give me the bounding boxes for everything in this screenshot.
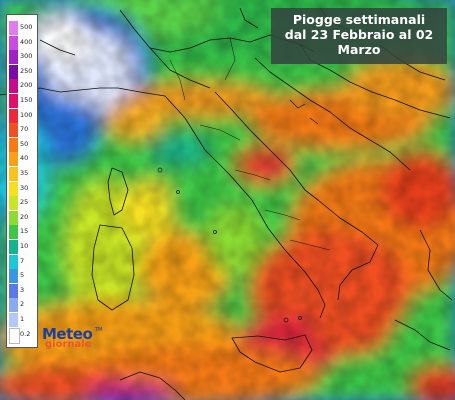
legend-label: 35 bbox=[20, 169, 29, 177]
legend-swatch bbox=[9, 64, 18, 79]
legend-label: 100 bbox=[20, 110, 33, 119]
rainfall-legend: 500 400 300 250 200 150 100 70 50 40 35 30 25 20 15 10 7… bbox=[6, 14, 38, 348]
legend-swatch bbox=[9, 327, 20, 344]
legend-label: 200 bbox=[20, 81, 33, 90]
legend-swatch bbox=[9, 79, 18, 94]
legend-swatch bbox=[9, 240, 18, 254]
legend-swatch bbox=[9, 269, 18, 284]
legend-label: 1 bbox=[20, 315, 25, 323]
legend-label: 0.2 bbox=[20, 329, 31, 338]
legend-label: 400 bbox=[20, 37, 33, 46]
logo-trademark: TM bbox=[95, 327, 103, 333]
legend-label: 7 bbox=[20, 256, 25, 265]
legend-swatch bbox=[9, 50, 18, 65]
legend-swatch bbox=[9, 137, 18, 152]
legend-swatch bbox=[9, 35, 18, 50]
legend-swatch bbox=[9, 167, 18, 181]
legend-label: 5 bbox=[20, 271, 25, 280]
title-line-1: Piogge settimanali bbox=[292, 12, 426, 27]
title-box: Piogge settimanali dal 23 Febbraio al 02… bbox=[271, 8, 447, 64]
legend-swatch bbox=[9, 254, 18, 269]
legend-label: 70 bbox=[20, 125, 29, 134]
legend-label: 300 bbox=[20, 52, 33, 61]
legend-label: 15 bbox=[20, 227, 29, 236]
legend-swatch bbox=[9, 225, 18, 240]
legend-label: 20 bbox=[20, 212, 29, 221]
legend-label: 10 bbox=[20, 242, 29, 250]
legend-label: 30 bbox=[20, 183, 29, 192]
legend-swatch bbox=[9, 196, 18, 211]
legend-swatch bbox=[9, 313, 18, 327]
islands-layer bbox=[157, 99, 319, 323]
meteogiornale-logo: Meteo TM giornale bbox=[42, 325, 102, 351]
legend-label: 500 bbox=[20, 23, 33, 31]
legend-swatch bbox=[9, 21, 18, 35]
logo-word-meteo: Meteo bbox=[42, 325, 93, 343]
legend-swatch bbox=[9, 152, 18, 167]
legend-swatch bbox=[9, 181, 18, 196]
legend-label: 25 bbox=[20, 198, 29, 207]
legend-swatch bbox=[9, 108, 18, 123]
title-line-2: dal 23 Febbraio al 02 bbox=[284, 27, 434, 42]
logo-word-giornale: giornale bbox=[45, 339, 92, 350]
legend-swatch bbox=[9, 94, 18, 108]
legend-label: 40 bbox=[20, 154, 29, 163]
legend-label: 250 bbox=[20, 66, 33, 75]
legend-label: 50 bbox=[20, 139, 29, 148]
legend-swatch bbox=[9, 283, 18, 298]
legend-label: 3 bbox=[20, 285, 25, 294]
legend-swatch bbox=[9, 210, 18, 225]
legend-swatch bbox=[9, 298, 18, 313]
title-line-3: Marzo bbox=[337, 42, 381, 57]
legend-swatch bbox=[9, 123, 18, 138]
legend-label: 150 bbox=[20, 96, 33, 104]
legend-label: 2 bbox=[20, 300, 25, 309]
